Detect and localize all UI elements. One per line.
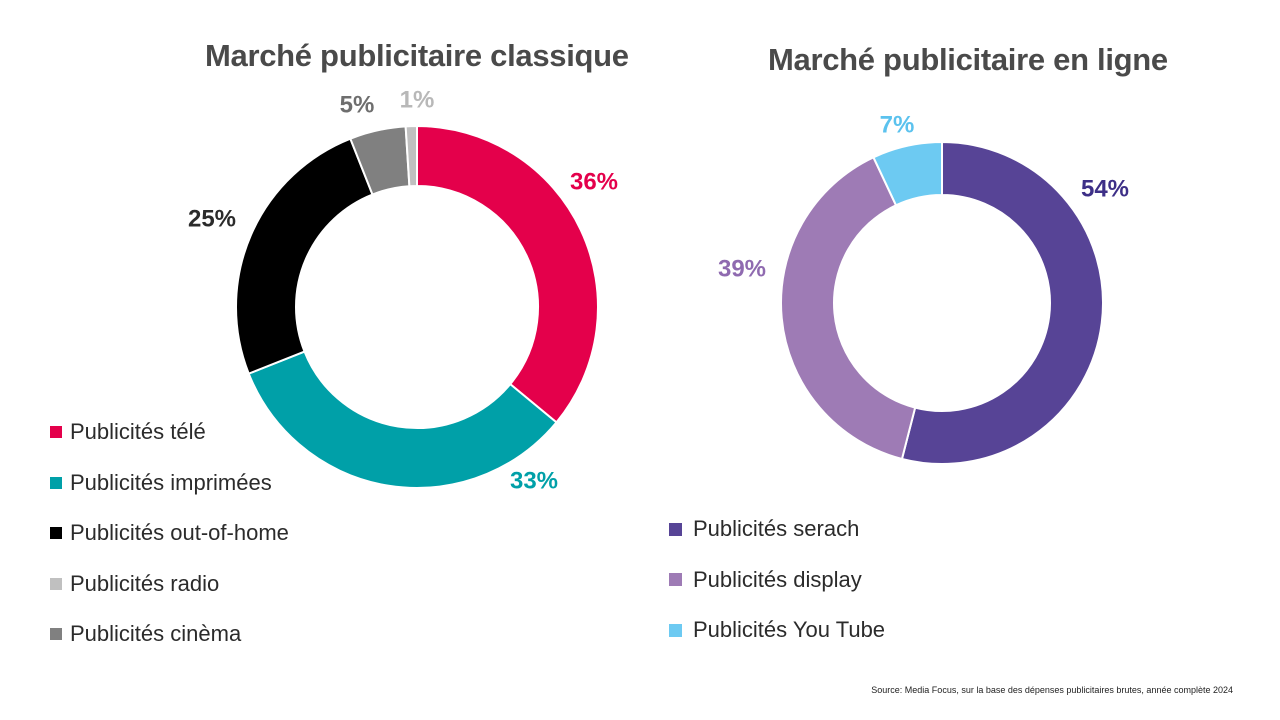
legend-item: Publicités imprimées	[50, 468, 289, 498]
legend-swatch	[669, 573, 682, 586]
donut-slice-publicit-s-imprim-es	[247, 350, 558, 489]
legend-item: Publicités télé	[50, 417, 289, 447]
data-label: 54%	[1081, 175, 1129, 202]
legend-label: Publicités imprimées	[70, 469, 272, 495]
legend-label: Publicités out-of-home	[70, 520, 289, 545]
source-note: Source: Media Focus, sur la base des dép…	[871, 685, 1233, 695]
donut-slice-publicit-s-out-of-home	[235, 137, 374, 375]
data-label: 5%	[340, 91, 375, 118]
legend-swatch	[50, 527, 62, 539]
legend-item: Publicités display	[669, 565, 885, 595]
legend-label: Publicités serach	[693, 516, 860, 541]
data-label: 7%	[880, 111, 915, 138]
donut-slice-publicit-s-t-l-	[416, 124, 599, 424]
legend-item: Publicités out-of-home	[50, 518, 289, 548]
data-label: 33%	[510, 467, 558, 494]
legend-swatch	[50, 476, 62, 489]
donut-slice-publicit-s-radio	[404, 124, 418, 188]
legend-label: Publicités télé	[70, 419, 206, 444]
legend-online: Publicités serach Publicités display Pub…	[669, 514, 885, 666]
legend-item: Publicités serach	[669, 514, 885, 544]
legend-item: Publicités You Tube	[669, 615, 885, 645]
chart-title-classic: Marché publicitaire classique	[205, 38, 629, 73]
legend-label: Publicités display	[693, 566, 862, 592]
legend-swatch	[50, 628, 62, 640]
legend-item: Publicités radio	[50, 569, 289, 599]
donut-slice-publicit-s-you-tube	[872, 140, 943, 207]
data-label: 39%	[718, 255, 766, 282]
legend-swatch	[50, 426, 62, 438]
legend-label: Publicités cinèma	[70, 621, 242, 646]
chart-title-online: Marché publicitaire en ligne	[768, 42, 1168, 77]
legend-swatch	[50, 577, 62, 590]
legend-label: Publicités You Tube	[693, 617, 886, 642]
legend-swatch	[669, 522, 682, 536]
legend-swatch	[669, 623, 682, 637]
legend-label: Publicités radio	[70, 570, 220, 596]
data-label: 1%	[400, 86, 435, 113]
data-label: 25%	[188, 205, 236, 232]
data-label: 36%	[570, 168, 618, 195]
donut-slice-publicit-s-serach	[900, 140, 1104, 465]
legend-item: Publicités cinèma	[50, 619, 289, 649]
donut-slice-publicit-s-display	[780, 155, 917, 461]
legend-classic: Publicités télé Publicités imprimées Pub…	[50, 417, 289, 670]
